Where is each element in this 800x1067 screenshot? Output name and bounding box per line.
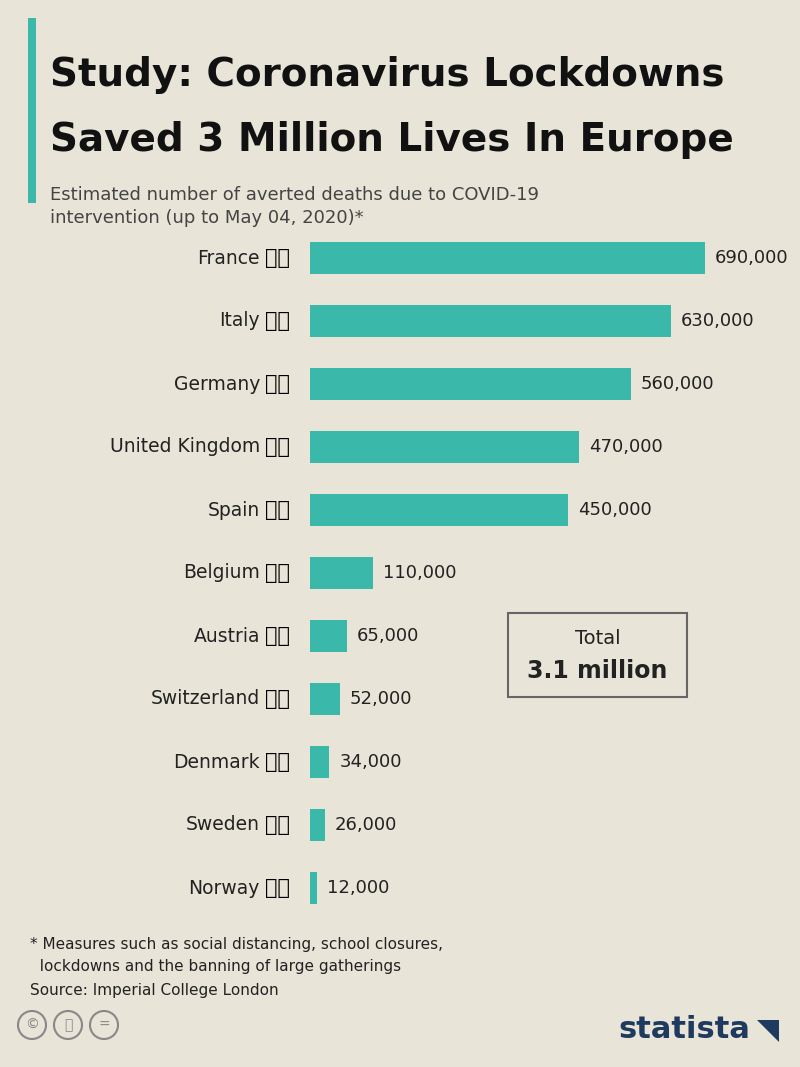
- Text: Estimated number of averted deaths due to COVID-19: Estimated number of averted deaths due t…: [50, 186, 539, 204]
- Bar: [28, 18, 36, 203]
- Bar: [310, 620, 347, 652]
- Text: Norway: Norway: [189, 878, 260, 897]
- Text: Total: Total: [574, 630, 620, 649]
- Text: ⓘ: ⓘ: [64, 1018, 72, 1032]
- Text: France: France: [198, 249, 260, 268]
- Text: 🇩🇪: 🇩🇪: [266, 375, 290, 394]
- Bar: [310, 683, 340, 715]
- Text: 52,000: 52,000: [350, 690, 412, 708]
- Bar: [310, 431, 579, 463]
- Text: 🇳🇴: 🇳🇴: [266, 878, 290, 898]
- Bar: [310, 872, 317, 904]
- Text: Spain: Spain: [208, 500, 260, 520]
- Text: 🇫🇷: 🇫🇷: [266, 248, 290, 268]
- Text: lockdowns and the banning of large gatherings: lockdowns and the banning of large gathe…: [30, 959, 401, 974]
- Text: Denmark: Denmark: [174, 752, 260, 771]
- Text: 34,000: 34,000: [339, 753, 402, 771]
- Text: Switzerland: Switzerland: [150, 689, 260, 708]
- Text: ©: ©: [25, 1018, 39, 1032]
- Text: 450,000: 450,000: [578, 501, 651, 519]
- Text: Saved 3 Million Lives In Europe: Saved 3 Million Lives In Europe: [50, 121, 734, 159]
- Text: * Measures such as social distancing, school closures,: * Measures such as social distancing, sc…: [30, 938, 443, 953]
- Text: intervention (up to May 04, 2020)*: intervention (up to May 04, 2020)*: [50, 209, 364, 227]
- Bar: [310, 368, 630, 400]
- Text: 🇦🇹: 🇦🇹: [266, 626, 290, 646]
- Bar: [310, 557, 373, 589]
- Text: Study: Coronavirus Lockdowns: Study: Coronavirus Lockdowns: [50, 55, 725, 94]
- Text: 🇸🇪: 🇸🇪: [266, 815, 290, 835]
- Text: 630,000: 630,000: [681, 312, 754, 330]
- Polygon shape: [757, 1020, 779, 1042]
- Text: 🇮🇹: 🇮🇹: [266, 310, 290, 331]
- Bar: [310, 746, 330, 778]
- Text: 🇬🇧: 🇬🇧: [266, 437, 290, 457]
- Text: 🇪🇸: 🇪🇸: [266, 500, 290, 520]
- Text: 26,000: 26,000: [335, 816, 398, 834]
- Text: 🇨🇭: 🇨🇭: [266, 689, 290, 708]
- Bar: [310, 494, 568, 526]
- Bar: [310, 809, 325, 841]
- Text: Germany: Germany: [174, 375, 260, 394]
- Text: Austria: Austria: [194, 626, 260, 646]
- Text: 🇩🇰: 🇩🇰: [266, 752, 290, 773]
- Text: statista: statista: [618, 1016, 750, 1045]
- FancyBboxPatch shape: [508, 614, 687, 697]
- Text: 12,000: 12,000: [327, 879, 390, 897]
- Text: 110,000: 110,000: [383, 564, 457, 582]
- Bar: [310, 242, 705, 274]
- Text: Source: Imperial College London: Source: Imperial College London: [30, 984, 278, 999]
- Text: 470,000: 470,000: [589, 437, 663, 456]
- Text: Belgium: Belgium: [183, 563, 260, 583]
- Text: 3.1 million: 3.1 million: [527, 659, 668, 683]
- Text: 65,000: 65,000: [358, 627, 419, 644]
- Text: =: =: [98, 1018, 110, 1032]
- Text: Italy: Italy: [219, 312, 260, 331]
- Text: Sweden: Sweden: [186, 815, 260, 834]
- Bar: [310, 305, 670, 337]
- Text: United Kingdom: United Kingdom: [110, 437, 260, 457]
- Text: 560,000: 560,000: [641, 375, 714, 393]
- Text: 🇧🇪: 🇧🇪: [266, 563, 290, 583]
- Text: 690,000: 690,000: [715, 249, 789, 267]
